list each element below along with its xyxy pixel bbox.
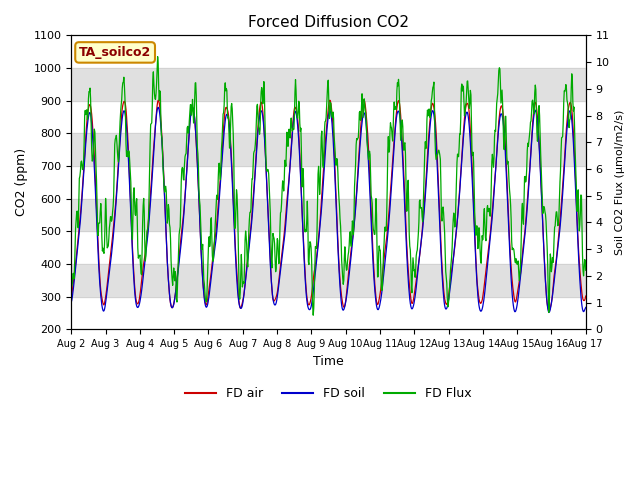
FD Flux — [163, 220, 171, 226]
Line: FD air: FD air — [71, 100, 586, 311]
FD Flux — [557, 149, 565, 155]
FD air — [67, 295, 75, 301]
Bar — [71, 199, 586, 231]
Y-axis label: Soil CO2 Flux (μmol/m2/s): Soil CO2 Flux (μmol/m2/s) — [615, 109, 625, 255]
FD soil — [565, 109, 573, 115]
FD air — [582, 293, 589, 299]
FD soil — [67, 299, 75, 305]
FD air — [557, 205, 565, 211]
FD Flux — [372, 216, 380, 221]
FD air — [281, 225, 289, 231]
FD air — [92, 191, 100, 197]
FD air — [360, 97, 367, 103]
Line: FD Flux: FD Flux — [71, 57, 586, 315]
Bar — [71, 133, 586, 166]
Title: Forced Diffusion CO2: Forced Diffusion CO2 — [248, 15, 409, 30]
Line: FD soil: FD soil — [71, 107, 586, 312]
FD air — [163, 248, 171, 254]
FD soil — [582, 304, 589, 310]
FD soil — [92, 201, 100, 207]
FD Flux — [92, 163, 100, 169]
FD soil — [282, 227, 289, 232]
FD Flux — [67, 284, 75, 290]
X-axis label: Time: Time — [313, 355, 344, 368]
FD air — [565, 102, 573, 108]
Text: TA_soilco2: TA_soilco2 — [79, 46, 151, 59]
Bar — [71, 68, 586, 101]
FD soil — [163, 248, 171, 254]
FD Flux — [565, 125, 573, 131]
FD Flux — [154, 54, 161, 60]
FD soil — [557, 213, 565, 219]
Bar — [71, 264, 586, 297]
FD soil — [371, 288, 379, 294]
Legend: FD air, FD soil, FD Flux: FD air, FD soil, FD Flux — [180, 383, 477, 406]
FD Flux — [582, 267, 589, 273]
FD soil — [545, 310, 553, 315]
FD Flux — [309, 312, 317, 318]
FD Flux — [282, 158, 289, 164]
FD air — [545, 308, 553, 313]
FD air — [371, 282, 379, 288]
Y-axis label: CO2 (ppm): CO2 (ppm) — [15, 148, 28, 216]
FD soil — [189, 104, 196, 110]
